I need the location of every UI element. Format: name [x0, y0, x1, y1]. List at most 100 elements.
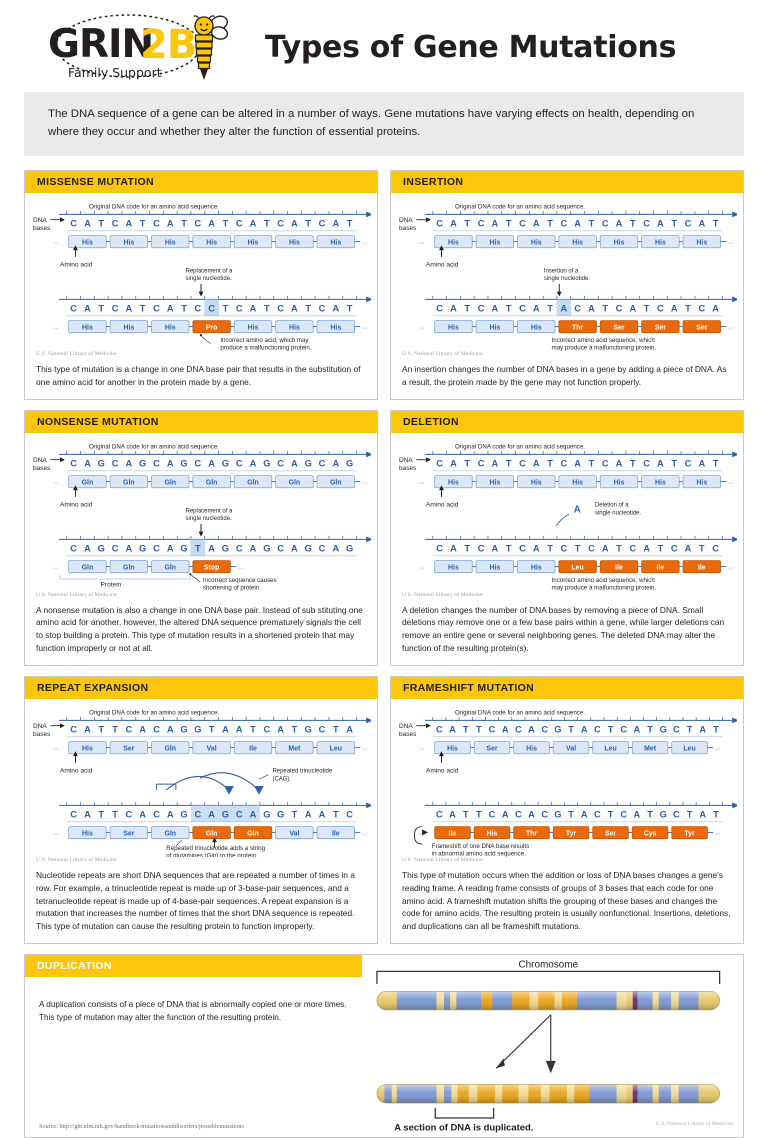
panel-repeat-expansion: REPEAT EXPANSION Original DNA code for a…	[24, 675, 378, 944]
svg-text:··: ··	[419, 323, 424, 332]
svg-text:A: A	[699, 724, 706, 734]
svg-text:··: ··	[715, 743, 720, 752]
svg-text:in abnormal amino acid sequenc: in abnormal amino acid sequence.	[432, 850, 526, 857]
svg-text:C: C	[112, 543, 119, 553]
svg-text:A: A	[332, 458, 339, 468]
svg-text:C: C	[616, 303, 623, 313]
svg-text:A: A	[125, 303, 132, 313]
svg-text:T: T	[568, 809, 574, 819]
svg-text:His: His	[531, 479, 542, 486]
svg-text:A: A	[139, 724, 146, 734]
svg-text:G: G	[222, 809, 229, 819]
svg-text:His: His	[489, 324, 500, 331]
panel-grid: MISSENSE MUTATION Original DNA code for …	[0, 169, 768, 1138]
svg-text:Incorrect amino acid, which ma: Incorrect amino acid, which may	[220, 337, 309, 344]
svg-text:C: C	[436, 303, 443, 313]
svg-text:A: A	[533, 543, 540, 553]
svg-text:Ser: Ser	[696, 324, 707, 331]
svg-text:C: C	[478, 303, 485, 313]
intro-text: The DNA sequence of a gene can be altere…	[48, 108, 695, 139]
svg-text:C: C	[70, 218, 77, 228]
svg-text:··: ··	[419, 238, 424, 247]
svg-text:C: C	[698, 303, 705, 313]
panel-nonsense: NONSENSE MUTATION Original DNA code for …	[24, 410, 378, 666]
svg-text:T: T	[347, 303, 353, 313]
svg-text:C: C	[153, 724, 160, 734]
svg-text:His: His	[572, 479, 583, 486]
svg-text:T: T	[671, 458, 677, 468]
svg-text:His: His	[123, 239, 134, 246]
svg-text:A: A	[581, 809, 588, 819]
svg-text:Amino acid: Amino acid	[60, 767, 93, 774]
svg-text:A: A	[250, 458, 257, 468]
svg-text:A: A	[291, 543, 298, 553]
svg-text:Amino acid: Amino acid	[426, 502, 459, 509]
panel-body-nonsense: A nonsense mutation is also a change in …	[25, 598, 377, 665]
svg-text:A: A	[167, 458, 174, 468]
svg-text:T: T	[98, 724, 104, 734]
svg-text:A: A	[222, 724, 229, 734]
svg-text:A: A	[491, 218, 498, 228]
svg-text:A: A	[491, 543, 498, 553]
svg-text:C: C	[588, 543, 595, 553]
figure-nonsense: Original DNA code for an amino acid sequ…	[25, 433, 377, 592]
svg-text:A: A	[84, 809, 91, 819]
svg-text:Gln: Gln	[289, 479, 301, 486]
svg-text:C: C	[277, 303, 284, 313]
svg-text:A: A	[712, 303, 719, 313]
source-link[interactable]: Source: http://ghr.nlm.nih.gov/handbook/…	[39, 1122, 244, 1130]
svg-text:DNA: DNA	[33, 217, 47, 224]
panel-body-text: This type of mutation is a change in one…	[36, 364, 361, 388]
svg-text:··: ··	[53, 478, 58, 487]
svg-text:T: T	[647, 809, 653, 819]
svg-text:A: A	[291, 458, 298, 468]
svg-text:C: C	[70, 458, 77, 468]
svg-text:T: T	[112, 724, 118, 734]
svg-text:T: T	[608, 724, 614, 734]
svg-text:T: T	[264, 303, 270, 313]
svg-text:T: T	[547, 218, 553, 228]
svg-text:··: ··	[362, 743, 367, 752]
mutation-diagram: Original DNA code for an amino acid sequ…	[399, 444, 737, 592]
svg-text:His: His	[82, 239, 93, 246]
chromosome-bottom	[377, 1084, 721, 1103]
svg-text:Thr: Thr	[526, 830, 537, 837]
svg-text:C: C	[208, 303, 215, 313]
svg-text:A: A	[84, 218, 91, 228]
svg-text:T: T	[547, 543, 553, 553]
svg-text:Gln: Gln	[164, 564, 176, 571]
nlm-credit: U.S. National Library of Medicine	[36, 857, 117, 864]
svg-text:His: His	[330, 324, 341, 331]
svg-text:A: A	[643, 543, 650, 553]
panel-body-text: An insertion changes the number of DNA b…	[402, 364, 727, 388]
svg-text:G: G	[346, 458, 353, 468]
svg-text:··: ··	[362, 323, 367, 332]
svg-text:C: C	[153, 543, 160, 553]
svg-text:C: C	[319, 303, 326, 313]
svg-text:A: A	[616, 218, 623, 228]
svg-text:G: G	[222, 543, 229, 553]
svg-text:C: C	[478, 543, 485, 553]
svg-text:Ser: Ser	[123, 830, 134, 837]
svg-text:A: A	[450, 303, 457, 313]
svg-text:T: T	[671, 218, 677, 228]
svg-text:A: A	[208, 218, 215, 228]
svg-text:C: C	[541, 724, 548, 734]
svg-text:T: T	[658, 543, 664, 553]
svg-text:C: C	[594, 724, 601, 734]
svg-text:Tyr: Tyr	[684, 830, 695, 837]
page-header: GRIN 2B Family Support	[0, 0, 768, 86]
svg-text:C: C	[236, 543, 243, 553]
svg-text:C: C	[620, 724, 627, 734]
svg-text:Incorrect amino acid sequence,: Incorrect amino acid sequence, which	[552, 577, 656, 584]
svg-text:A: A	[528, 809, 535, 819]
svg-text:Ser: Ser	[486, 745, 497, 752]
svg-text:Ser: Ser	[613, 324, 624, 331]
svg-text:··: ··	[362, 828, 367, 837]
svg-text:Leu: Leu	[683, 745, 695, 752]
svg-text:··: ··	[419, 478, 424, 487]
svg-text:C: C	[319, 218, 326, 228]
svg-text:C: C	[436, 809, 443, 819]
svg-text:T: T	[140, 303, 146, 313]
panel-body-text: A nonsense mutation is also a change in …	[36, 604, 363, 653]
